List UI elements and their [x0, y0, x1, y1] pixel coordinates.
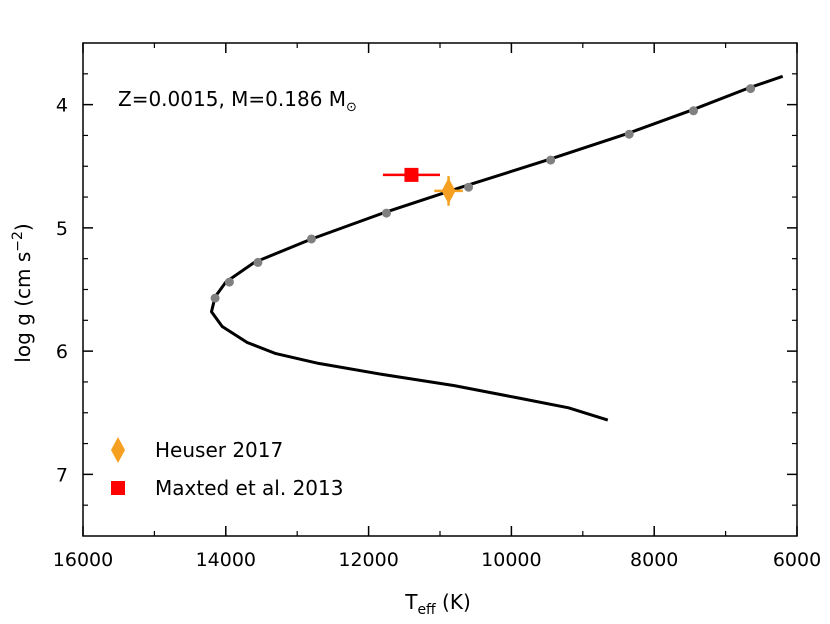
x-tick-label: 14000: [196, 549, 256, 571]
track-marker-point: [306, 234, 316, 244]
y-tick-label: 5: [56, 218, 68, 240]
x-tick-label: 6000: [773, 549, 821, 571]
track-marker-point: [381, 208, 391, 218]
evolution-track-line: [210, 74, 784, 422]
track-marker-point: [464, 182, 474, 192]
track-markers: [210, 84, 756, 303]
square-data-point: [404, 167, 419, 182]
y-tick-label: 6: [56, 341, 68, 363]
y-tick-label: 4: [56, 95, 68, 117]
legend-label: Maxted et al. 2013: [155, 476, 343, 500]
major-ticks: [82, 43, 798, 536]
track-marker-point: [546, 155, 556, 165]
minor-ticks: [83, 43, 797, 536]
x-tick-label: 8000: [630, 549, 678, 571]
legend-square-icon: [111, 481, 125, 495]
tick-labels: 16000 14000 12000 10000 8000 6000 4 5 6 7: [53, 95, 821, 571]
sun-symbol: ⊙: [346, 100, 357, 115]
x-axis-label: Teff (K): [404, 590, 471, 618]
legend: Heuser 2017 Maxted et al. 2013: [111, 437, 343, 500]
track-marker-point: [224, 277, 234, 287]
y-tick-label: 7: [56, 464, 68, 486]
diamond-data-point: [441, 177, 456, 204]
y-axis-label: log g (cm s−2): [10, 223, 35, 362]
x-tick-label: 10000: [481, 549, 541, 571]
track-marker-point: [210, 293, 220, 303]
track-marker-point: [253, 257, 263, 267]
x-tick-label: 12000: [338, 549, 398, 571]
x-tick-label: 16000: [53, 549, 113, 571]
track-marker-point: [688, 106, 698, 116]
legend-diamond-icon: [111, 437, 125, 463]
legend-label: Heuser 2017: [155, 438, 283, 462]
track-marker-point: [624, 129, 634, 139]
track-marker-point: [746, 84, 756, 94]
plot-frame: [82, 42, 798, 537]
annotation-text: Z=0.0015, M=0.186 M⊙: [118, 87, 357, 115]
observation-points: [382, 167, 463, 206]
